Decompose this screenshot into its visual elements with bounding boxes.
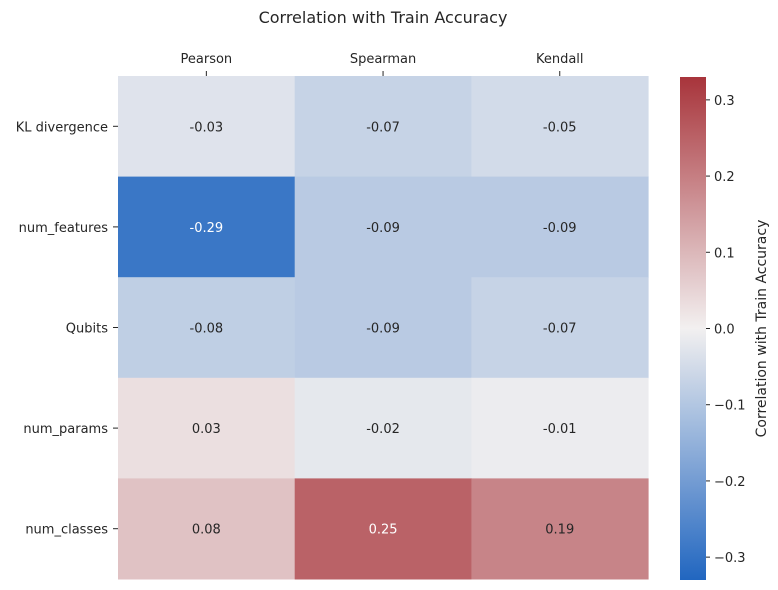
heatmap-cell [294,478,472,580]
row-label: num_features [19,221,109,236]
cell-value-label: -0.05 [543,120,577,135]
cell-value-label: 0.19 [545,523,574,538]
colorbar-tick-label: −0.1 [714,399,746,414]
cell-value-label: -0.29 [190,221,224,236]
colorbar-tick-label: 0.2 [714,170,735,185]
cell-value-label: 0.08 [192,523,221,538]
row-label: Qubits [66,322,108,337]
column-labels: Pearson Spearman Kendall [181,52,584,76]
heatmap-cell [294,377,472,479]
heatmap-cell [471,76,649,178]
heatmap-cell [294,76,472,178]
heatmap-cell [471,277,649,379]
column-label: Kendall [536,52,584,67]
colorbar-ticks: −0.3 −0.2 −0.1 0.0 0.1 0.2 0.3 [706,94,746,566]
cell-value-label: -0.01 [543,422,577,437]
heatmap-cell [294,277,472,379]
heatmap-cell [118,76,296,178]
heatmap-cells: -0.03 -0.07 -0.05 -0.29 -0.09 -0.09 -0.08 -0.09… [118,76,649,580]
heatmap-cell [294,176,472,278]
row-label: KL divergence [16,120,108,135]
cell-value-label: -0.07 [543,322,577,337]
heatmap-cell [471,478,649,580]
heatmap-cell [118,277,296,379]
cell-value-label: -0.03 [190,120,224,135]
colorbar-tick-label: 0.0 [714,323,735,338]
colorbar-gradient [680,77,706,580]
cell-value-label: -0.08 [190,322,224,337]
column-label: Spearman [350,52,416,67]
cell-value-label: -0.02 [366,422,400,437]
cell-value-label: 0.03 [192,422,221,437]
heatmap-cell [471,377,649,479]
row-labels: KL divergence num_features Qubits num_param… [16,120,118,538]
heatmap-cell [118,176,296,278]
cell-value-label: -0.07 [366,120,400,135]
colorbar-tick-label: 0.3 [714,94,735,109]
column-label: Pearson [181,52,233,67]
cell-value-label: 0.25 [369,523,398,538]
row-label: num_classes [25,523,108,538]
cell-value-label: -0.09 [366,322,400,337]
row-label: num_params [23,422,108,437]
colorbar-tick-label: 0.1 [714,246,735,261]
cell-value-label: -0.09 [366,221,400,236]
colorbar-label: Correlation with Train Accuracy [754,220,770,438]
heatmap-cell [471,176,649,278]
colorbar: −0.3 −0.2 −0.1 0.0 0.1 0.2 0.3 Correlation wit… [680,77,770,580]
colorbar-tick-label: −0.3 [714,551,746,566]
heatmap-cell [118,478,296,580]
chart-title: Correlation with Train Accuracy [259,8,508,27]
cell-value-label: -0.09 [543,221,577,236]
colorbar-tick-label: −0.2 [714,475,746,490]
heatmap-cell [118,377,296,479]
